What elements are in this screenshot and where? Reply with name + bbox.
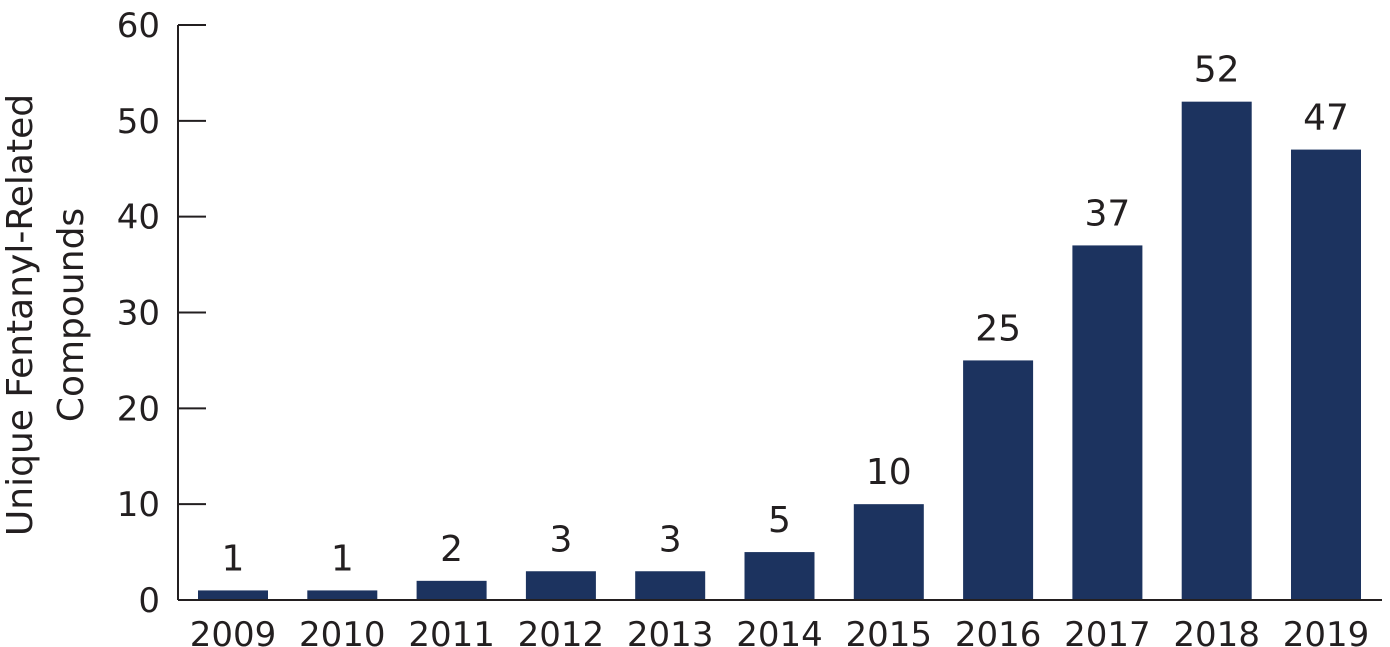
x-tick-label-2011: 2011 xyxy=(408,615,495,647)
x-tick-label-2015: 2015 xyxy=(846,615,933,647)
data-label-2019: 47 xyxy=(1303,98,1349,139)
y-tick-label: 60 xyxy=(117,6,160,46)
bar-2016 xyxy=(963,360,1034,600)
bar-2017 xyxy=(1072,245,1143,600)
bars xyxy=(198,101,1361,601)
data-label-2017: 37 xyxy=(1084,193,1130,234)
y-tick-label: 0 xyxy=(138,581,160,621)
bar-2009 xyxy=(198,590,268,600)
x-axis-tick-labels: 2009 2010 2011 2012 2013 2014 2015 2016 2017 2018… xyxy=(190,615,1370,647)
y-axis-title-line-1: Unique Fentanyl-Related xyxy=(0,94,41,536)
y-tick-label: 20 xyxy=(117,389,160,429)
y-tick-label: 40 xyxy=(117,198,160,238)
y-tick-label: 30 xyxy=(117,294,160,334)
x-tick-label-2014: 2014 xyxy=(736,615,823,647)
y-axis-title-line-2: Compounds xyxy=(51,208,92,422)
x-tick-label-2013: 2013 xyxy=(627,615,714,647)
y-tick-label: 10 xyxy=(117,485,160,525)
bar-2013 xyxy=(635,571,706,600)
data-label-2018: 52 xyxy=(1194,50,1240,91)
data-label-2011: 2 xyxy=(440,529,463,570)
data-label-2015: 10 xyxy=(866,452,912,493)
bar-2015 xyxy=(853,504,924,600)
data-label-2012: 3 xyxy=(549,519,572,560)
bar-2014 xyxy=(744,552,815,600)
y-axis-title: Unique Fentanyl-Related Compounds xyxy=(0,94,92,536)
bar-2018 xyxy=(1181,101,1252,601)
x-tick-label-2018: 2018 xyxy=(1173,615,1260,647)
data-label-2016: 25 xyxy=(975,308,1021,349)
bar-2010 xyxy=(307,590,378,600)
x-tick-label-2016: 2016 xyxy=(955,615,1042,647)
bar-2019 xyxy=(1291,149,1361,601)
x-tick-label-2017: 2017 xyxy=(1064,615,1151,647)
x-tick-label-2009: 2009 xyxy=(190,615,277,647)
x-tick-label-2012: 2012 xyxy=(518,615,605,647)
x-tick-label-2010: 2010 xyxy=(299,615,386,647)
data-label-2010: 1 xyxy=(331,538,354,579)
bar-2011 xyxy=(416,580,487,600)
data-label-2009: 1 xyxy=(222,538,245,579)
data-label-2013: 3 xyxy=(659,519,682,560)
data-labels: 1 1 2 3 3 5 10 25 37 52 47 xyxy=(222,50,1349,580)
y-tick-label: 50 xyxy=(117,102,160,142)
y-axis-ticks: 0 10 20 30 40 50 60 xyxy=(117,6,206,621)
data-label-2014: 5 xyxy=(768,500,791,541)
x-tick-label-2019: 2019 xyxy=(1283,615,1370,647)
bar-2012 xyxy=(525,571,596,600)
